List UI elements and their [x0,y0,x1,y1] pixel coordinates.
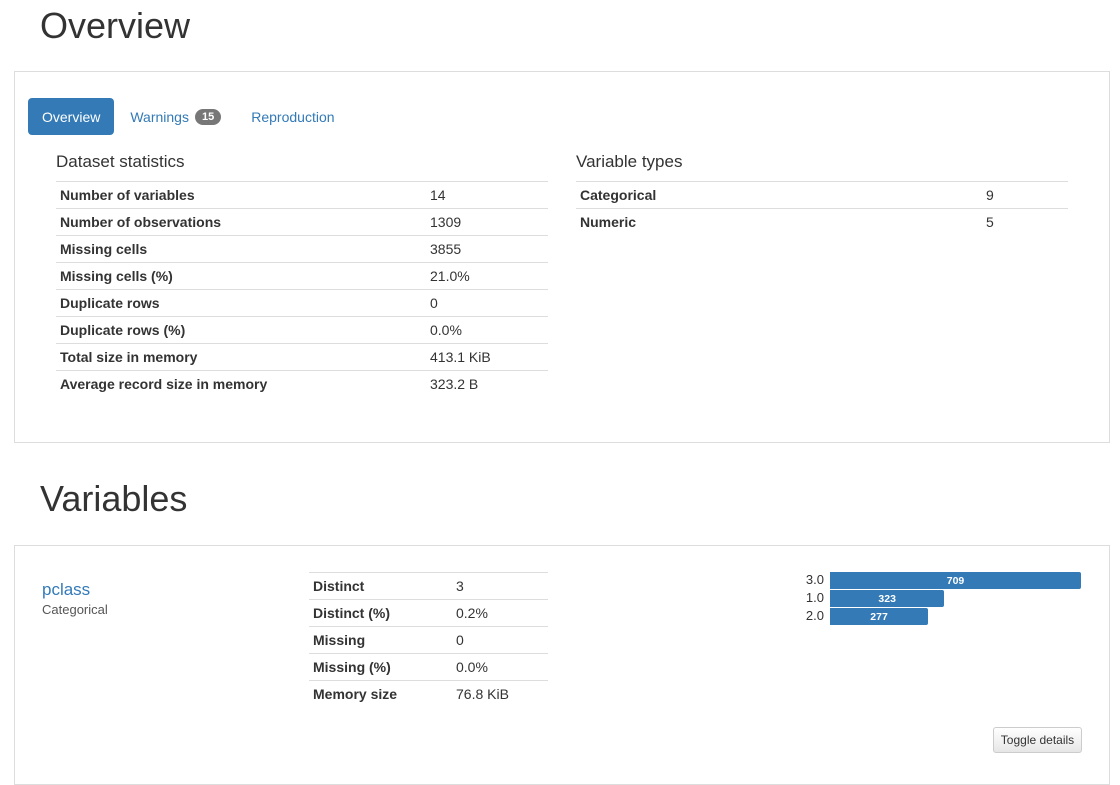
variable-stat-row-key: Distinct [309,572,452,600]
bar-value-label: 323 [878,592,896,605]
dataset-stat-row-value: 21.0% [426,262,548,290]
dataset-stat-row-key: Number of observations [56,208,426,236]
dataset-stat-row-value: 1309 [426,208,548,236]
overview-tabs: Overview Warnings 15 Reproduction [28,98,351,135]
bar: 709 [830,572,1081,589]
dataset-stat-row: Missing cells 3855 [56,235,548,263]
bar-category-label: 3.0 [805,572,824,587]
variable-stat-row: Missing (%) 0.0% [309,653,548,681]
dataset-stat-row-key: Number of variables [56,181,426,209]
variable-stats-table: Distinct 3 Distinct (%) 0.2% Missing 0 Missing… [309,572,548,707]
variable-type-row: Categorical 9 [576,181,1068,209]
overview-heading: Overview [40,5,191,46]
dataset-statistics-title: Dataset statistics [56,152,185,171]
dataset-statistics-table: Number of variables 14 Number of observati… [56,181,548,397]
bar-category-label: 1.0 [805,590,824,605]
variable-stat-row: Distinct 3 [309,572,548,600]
variable-type-row-value: 5 [982,208,1068,235]
variable-stat-row-key: Distinct (%) [309,599,452,627]
toggle-details-button[interactable]: Toggle details [993,727,1082,753]
variable-stat-row-key: Missing [309,626,452,654]
variable-stat-row-value: 3 [452,572,548,600]
bar-category-label: 2.0 [805,608,824,623]
tab-overview[interactable]: Overview [28,98,115,135]
dataset-stat-row-value: 0 [426,289,548,317]
variable-type-row: Numeric 5 [576,208,1068,235]
dataset-stat-row: Missing cells (%) 21.0% [56,262,548,290]
dataset-stat-row: Number of variables 14 [56,181,548,209]
dataset-stat-row-value: 0.0% [426,316,548,344]
dataset-stat-row: Duplicate rows (%) 0.0% [56,316,548,344]
dataset-stat-row-key: Average record size in memory [56,370,426,397]
tab-reproduction-label: Reproduction [251,108,335,125]
dataset-stat-row-value: 413.1 KiB [426,343,548,371]
dataset-stat-row: Duplicate rows 0 [56,289,548,317]
dataset-stat-row-value: 323.2 B [426,370,548,397]
variable-stat-row-value: 0.2% [452,599,548,627]
bar-value-label: 277 [870,610,888,623]
variable-stat-row-key: Missing (%) [309,653,452,681]
variable-stat-row: Memory size 76.8 KiB [309,680,548,707]
variable-type-row-key: Numeric [576,208,982,235]
dataset-stat-row-value: 3855 [426,235,548,263]
dataset-stat-row-value: 14 [426,181,548,209]
dataset-stat-row-key: Missing cells (%) [56,262,426,290]
variable-types-table: Categorical 9 Numeric 5 [576,181,1068,235]
variable-name-link[interactable]: pclass [42,580,91,599]
bar-value-label: 709 [946,574,965,587]
dataset-stat-row: Number of observations 1309 [56,208,548,236]
dataset-stat-row: Average record size in memory 323.2 B [56,370,548,397]
dataset-stat-row-key: Missing cells [56,235,426,263]
variable-stat-row-value: 76.8 KiB [452,680,548,707]
tab-reproduction[interactable]: Reproduction [237,98,348,135]
tab-warnings[interactable]: Warnings 15 [116,98,235,135]
dataset-stat-row: Total size in memory 413.1 KiB [56,343,548,371]
dataset-stat-row-key: Duplicate rows (%) [56,316,426,344]
variable-stat-row-value: 0.0% [452,653,548,681]
dataset-stat-row-key: Duplicate rows [56,289,426,317]
tab-overview-label: Overview [42,108,101,125]
variable-stat-row: Missing 0 [309,626,548,654]
warnings-count-badge: 15 [194,108,222,125]
variable-type-row-value: 9 [982,181,1068,209]
bar: 323 [830,590,945,607]
dataset-stat-row-key: Total size in memory [56,343,426,371]
variable-stat-row: Distinct (%) 0.2% [309,599,548,627]
variable-stat-row-value: 0 [452,626,548,654]
bar: 277 [830,608,929,625]
variable-type-row-key: Categorical [576,181,982,209]
variable-type: Categorical [42,602,108,617]
variable-stat-row-key: Memory size [309,680,452,707]
tab-warnings-label: Warnings [130,108,189,125]
variables-heading: Variables [40,478,188,519]
variable-types-title: Variable types [576,152,683,171]
